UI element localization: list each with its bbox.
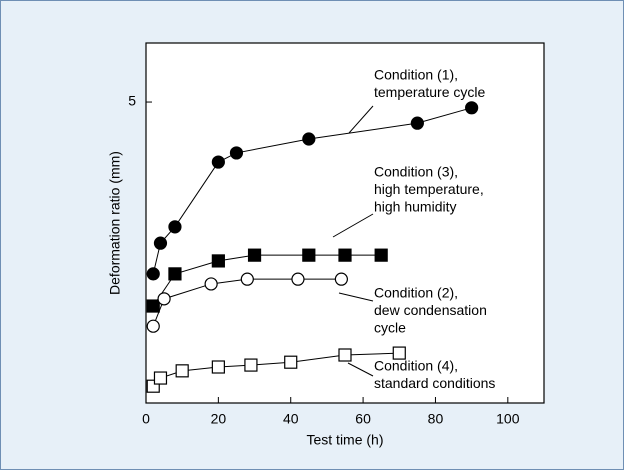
x-tick-label: 0 xyxy=(142,411,150,427)
point xyxy=(302,132,316,146)
x-tick-label: 80 xyxy=(428,411,444,427)
series-label: standard conditions xyxy=(374,375,495,391)
point xyxy=(146,299,160,313)
series-label: high temperature, xyxy=(374,181,484,197)
point xyxy=(240,272,254,286)
x-tick-label: 20 xyxy=(211,411,227,427)
point xyxy=(374,248,388,262)
point xyxy=(153,371,168,385)
x-tick-label: 100 xyxy=(496,411,520,427)
arrow xyxy=(347,362,374,377)
series-label: dew condensation xyxy=(374,302,487,318)
point xyxy=(338,248,352,262)
point xyxy=(211,360,225,374)
point xyxy=(146,319,160,333)
point xyxy=(302,248,316,262)
x-tick-label: 40 xyxy=(283,411,299,427)
point xyxy=(153,236,168,250)
arrow xyxy=(332,213,374,238)
annotation-arrows xyxy=(332,105,374,377)
series-label: Condition (3), xyxy=(374,164,458,180)
point xyxy=(410,116,424,130)
series-label: cycle xyxy=(374,320,406,336)
point xyxy=(157,292,171,306)
point xyxy=(291,272,305,286)
y-axis-label: Deformation ratio (mm) xyxy=(107,151,123,295)
point xyxy=(168,220,182,234)
point xyxy=(338,348,352,362)
point xyxy=(247,248,262,262)
plot-area xyxy=(145,42,545,404)
point xyxy=(175,364,189,378)
point xyxy=(392,346,406,360)
point xyxy=(168,267,182,281)
point xyxy=(211,155,225,169)
arrow xyxy=(338,292,374,302)
arrow xyxy=(348,105,374,134)
point xyxy=(204,277,218,291)
point xyxy=(229,146,244,160)
series-label: high humidity xyxy=(374,199,457,215)
series-label: temperature cycle xyxy=(374,84,485,100)
series-label: Condition (4), xyxy=(374,358,458,374)
point xyxy=(465,101,479,115)
point xyxy=(284,355,298,369)
point xyxy=(244,358,258,372)
y-tick-label: 5 xyxy=(128,93,136,109)
point xyxy=(146,267,160,281)
series-label: Condition (1), xyxy=(374,67,458,83)
series-label: Condition (2), xyxy=(374,285,458,301)
point xyxy=(211,254,225,268)
x-axis-label: Test time (h) xyxy=(306,432,383,448)
x-tick-label: 60 xyxy=(355,411,371,427)
point xyxy=(334,272,348,286)
